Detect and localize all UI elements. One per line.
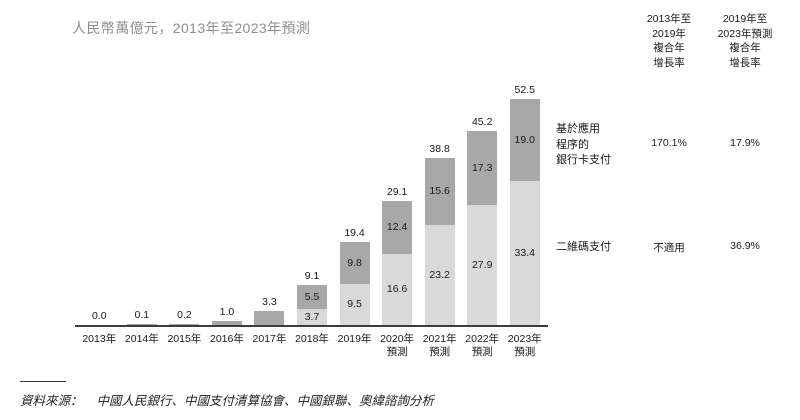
cagr-value-card-2013-2019: 170.1% [651, 137, 687, 149]
bar-column: 38.8 15.6 23.2 [418, 75, 461, 325]
bar-column: 0.1 [121, 75, 164, 325]
bar-segment-app-card-payment [211, 321, 242, 325]
bar-segment-app-card-payment: 15.6 [424, 158, 455, 225]
x-axis-label: 2023年 預測 [507, 333, 542, 358]
stacked-bar [254, 311, 285, 325]
cagr-header-2019-2023: 2019年至 2023年預測 複合年 增長率 [717, 13, 773, 69]
bar-total-label: 19.4 [344, 227, 365, 239]
segment-value-label: 17.3 [471, 161, 493, 174]
bar-column: 45.2 17.3 27.9 [461, 75, 504, 325]
bar-column: 0.2 [163, 75, 206, 325]
segment-value-label: 23.2 [429, 268, 450, 281]
source-note: 資料來源： 中國人民銀行、中國支付清算協會、中國銀聯、奧緯諮詢分析 [20, 390, 434, 409]
segment-value-label: 19.0 [514, 133, 535, 146]
bar-segment-app-card-payment: 19.0 [509, 99, 540, 181]
bar-segment-qr-payment: 16.6 [382, 254, 413, 325]
bar-segment-qr-payment: 9.5 [339, 284, 370, 325]
x-axis-label: 2015年 [167, 333, 202, 345]
legend-label-qr-payment: 二維碼支付 [556, 241, 611, 253]
x-axis-label: 2019年 [337, 333, 372, 345]
bar-column: 19.4 9.8 9.5 [333, 75, 376, 325]
x-axis-label: 2020年 預測 [380, 333, 415, 358]
bar-column: 0.0 [78, 75, 121, 325]
bar-chart: 0.0 0.1 0.2 1.0 3.3 9.1 5.5 3.7 19.4 9.8 9.5 29.1 12… [78, 75, 546, 325]
x-axis-line [75, 325, 548, 327]
bar-column: 29.1 12.4 16.6 [376, 75, 419, 325]
bar-total-label: 9.1 [304, 270, 320, 282]
segment-value-label: 12.4 [386, 221, 408, 234]
x-axis-label: 2016年 [209, 333, 244, 345]
stacked-bar [211, 321, 242, 325]
bar-segment-qr-payment: 27.9 [467, 205, 498, 325]
bar-segment-app-card-payment [169, 324, 200, 325]
x-axis-labels: 2013年 2014年 2015年 2016年 2017年 2018年 2019年 2020年… [78, 333, 546, 359]
bar-segment-qr-payment: 23.2 [424, 225, 455, 325]
bar-segment-app-card-payment: 17.3 [467, 131, 498, 205]
x-axis-label: 2014年 [124, 333, 159, 345]
source-label: 資料來源： [20, 394, 83, 408]
stacked-bar: 5.5 3.7 [297, 285, 327, 325]
segment-value-label: 16.6 [386, 283, 408, 296]
bar-segment-app-card-payment [126, 324, 157, 325]
bar-total-label: 3.3 [262, 296, 277, 308]
bar-total-label: 29.1 [386, 186, 408, 198]
segment-value-label: 15.6 [429, 185, 450, 198]
segment-value-label: 9.5 [347, 298, 362, 311]
segment-value-label: 9.8 [347, 256, 362, 269]
stacked-bar [169, 324, 200, 325]
x-axis-label: 2021年 預測 [422, 333, 457, 358]
x-axis-label: 2017年 [252, 333, 287, 345]
cagr-value-qr-2019-2023: 36.9% [730, 240, 760, 252]
legend-label-app-card-payment: 基於應用 程序的 銀行卡支付 [556, 123, 611, 166]
bar-segment-app-card-payment [254, 311, 285, 325]
cagr-value-qr-2013-2019: 不適用 [653, 242, 685, 254]
cagr-header-2013-2019: 2013年至 2019年 複合年 增長率 [646, 13, 692, 69]
stacked-bar: 12.4 16.6 [382, 201, 413, 325]
bar-segment-app-card-payment: 12.4 [382, 201, 413, 254]
stacked-bar: 15.6 23.2 [424, 158, 455, 325]
bar-segment-app-card-payment: 5.5 [297, 285, 327, 309]
bar-total-label: 45.2 [471, 116, 493, 128]
stacked-bar: 17.3 27.9 [467, 131, 498, 325]
stacked-bar: 9.8 9.5 [339, 242, 370, 325]
stacked-bar: 19.0 33.4 [509, 99, 540, 325]
x-axis-label: 2013年 [82, 333, 117, 345]
source-text: 中國人民銀行、中國支付清算協會、中國銀聯、奧緯諮詢分析 [96, 394, 435, 408]
bar-total-label: 38.8 [429, 143, 450, 155]
segment-value-label: 3.7 [304, 310, 320, 323]
bar-total-label: 0.0 [91, 310, 107, 322]
bar-total-label: 1.0 [219, 306, 235, 318]
cagr-value-card-2019-2023: 17.9% [730, 137, 760, 149]
chart-title: 人民幣萬億元，2013年至2023年預測 [72, 20, 311, 36]
bar-segment-qr-payment: 33.4 [509, 181, 540, 325]
stacked-bar [126, 324, 157, 325]
source-divider [20, 381, 66, 382]
bar-total-label: 0.1 [134, 309, 150, 321]
bar-segment-app-card-payment: 9.8 [339, 242, 370, 284]
bar-column: 52.5 19.0 33.4 [503, 75, 546, 325]
bar-total-label: 0.2 [177, 309, 192, 321]
segment-value-label: 27.9 [471, 258, 493, 271]
bar-segment-qr-payment: 3.7 [297, 309, 327, 325]
bar-column: 9.1 5.5 3.7 [291, 75, 334, 325]
x-axis-label: 2018年 [295, 333, 329, 345]
bar-column: 3.3 [248, 75, 291, 325]
x-axis-label: 2022年 預測 [465, 333, 500, 358]
segment-value-label: 33.4 [514, 246, 535, 259]
segment-value-label: 5.5 [304, 290, 320, 303]
bar-column: 1.0 [206, 75, 249, 325]
bar-total-label: 52.5 [514, 84, 535, 96]
